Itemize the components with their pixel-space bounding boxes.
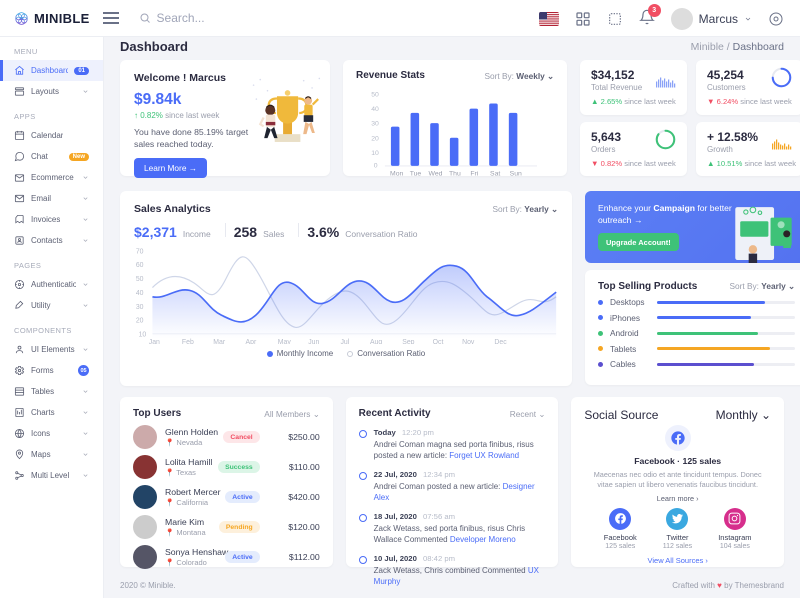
svg-text:Jul: Jul	[340, 339, 349, 344]
svg-text:20: 20	[136, 318, 144, 325]
svg-text:Mon: Mon	[390, 170, 403, 176]
svg-text:Tue: Tue	[410, 170, 422, 176]
svg-text:Wed: Wed	[429, 170, 443, 176]
svg-text:60: 60	[136, 262, 144, 269]
svg-text:Aug: Aug	[370, 339, 382, 344]
svg-text:Feb: Feb	[182, 339, 194, 344]
svg-text:Mar: Mar	[213, 339, 226, 344]
svg-text:Sat: Sat	[490, 170, 500, 176]
svg-text:Oct: Oct	[433, 339, 444, 344]
svg-text:Jun: Jun	[308, 339, 319, 344]
svg-text:Nov: Nov	[462, 339, 475, 344]
svg-text:Thu: Thu	[449, 170, 461, 176]
svg-text:30: 30	[136, 304, 144, 311]
svg-text:30: 30	[371, 121, 379, 128]
svg-text:20: 20	[371, 135, 379, 142]
svg-text:70: 70	[136, 248, 144, 255]
svg-text:10: 10	[371, 150, 379, 157]
svg-text:May: May	[278, 339, 292, 344]
svg-text:Apr: Apr	[246, 339, 257, 344]
svg-text:0: 0	[374, 163, 378, 170]
svg-text:Jan: Jan	[149, 339, 160, 344]
svg-text:40: 40	[136, 290, 144, 297]
svg-text:50: 50	[371, 92, 379, 99]
svg-text:Sep: Sep	[402, 339, 414, 344]
svg-text:40: 40	[371, 106, 379, 113]
svg-text:10: 10	[139, 332, 147, 339]
svg-text:Sun: Sun	[510, 170, 522, 176]
svg-text:Dec: Dec	[494, 339, 507, 344]
svg-text:Fri: Fri	[470, 170, 478, 176]
svg-text:50: 50	[136, 276, 144, 283]
